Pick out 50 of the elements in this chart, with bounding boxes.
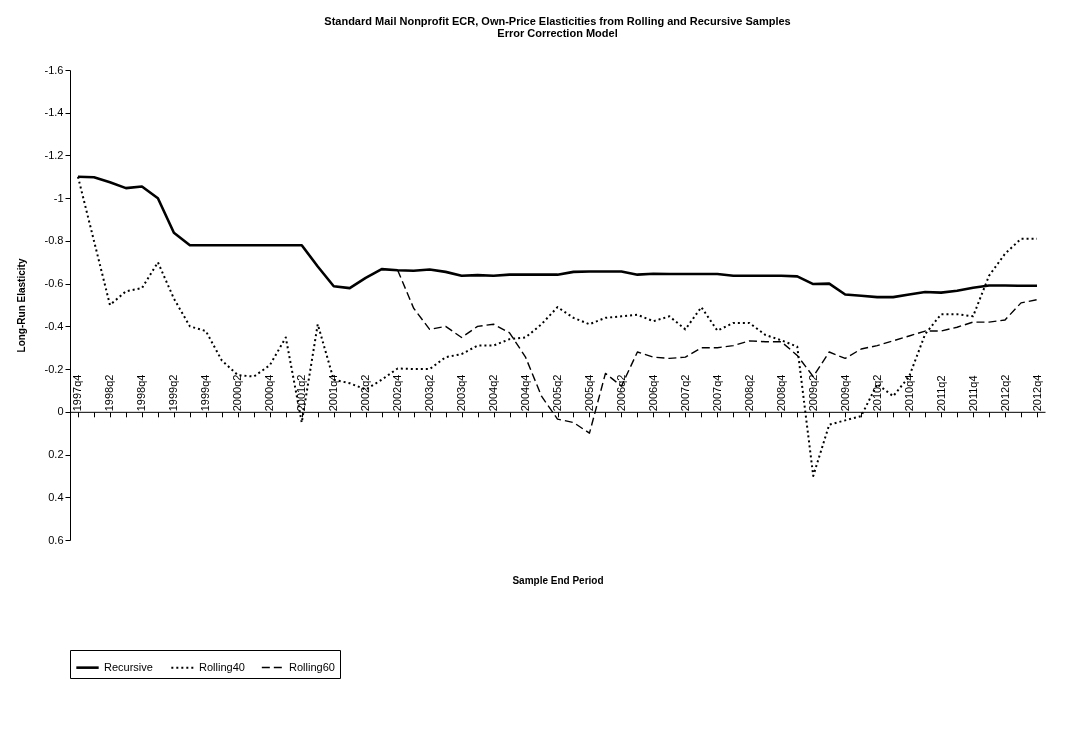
x-tick-label: 2012q2 — [998, 374, 1011, 412]
x-tick-label: 2010q2 — [870, 374, 883, 412]
legend-label: Recursive — [104, 660, 153, 673]
y-tick-label: -0.4 — [44, 319, 64, 332]
x-axis-title: Sample End Period — [512, 574, 604, 586]
x-tick-label: 2005q2 — [551, 374, 563, 412]
x-tick-label: 1999q2 — [167, 374, 180, 412]
y-tick-label: -0.6 — [44, 277, 64, 290]
x-tick-label: 2011q2 — [934, 375, 947, 412]
y-tick-label: 0.2 — [48, 448, 64, 461]
x-tick-label: 2002q4 — [391, 374, 404, 412]
x-tick-label: 2012q4 — [1030, 374, 1043, 412]
x-tick-label: 2007q4 — [710, 374, 723, 412]
x-tick-label: 2011q4 — [966, 375, 979, 412]
x-tick-label: 2009q2 — [806, 374, 819, 412]
x-tick-label: 1997q4 — [71, 374, 84, 412]
y-tick-label: -1.6 — [44, 63, 64, 76]
chart-title: Standard Mail Nonprofit ECR, Own-Price Elasticities from Rolling and Recursive Samples — [324, 15, 791, 27]
x-tick-label: 2009q4 — [838, 374, 851, 412]
y-axis-title: Long-Run Elasticity — [15, 258, 27, 353]
y-tick-label: 0.6 — [48, 533, 64, 546]
y-tick-label: -0.8 — [44, 234, 64, 247]
x-tick-label: 2001q4 — [327, 374, 340, 412]
x-tick-label: 2004q2 — [487, 374, 500, 412]
x-tick-label: 2005q4 — [582, 374, 595, 412]
legend-label: Rolling60 — [289, 660, 335, 673]
x-tick-label: 2001q2 — [295, 374, 308, 412]
x-tick-label: 1999q4 — [199, 374, 212, 412]
y-tick-label: -1.2 — [44, 148, 64, 161]
x-tick-label: 2000q4 — [263, 374, 276, 412]
x-tick-label: 2006q2 — [614, 374, 627, 412]
x-tick-label: 2007q2 — [678, 374, 691, 412]
chart-subtitle: Error Correction Model — [497, 27, 618, 39]
x-tick-label: 2003q4 — [455, 374, 468, 412]
legend-label: Rolling40 — [199, 660, 245, 673]
x-tick-label: 2004q4 — [519, 374, 532, 412]
y-tick-label: 0.4 — [48, 490, 64, 503]
x-tick-label: 2008q2 — [742, 374, 755, 412]
x-tick-label: 1998q4 — [135, 374, 148, 412]
x-tick-label: 1998q2 — [103, 374, 116, 412]
x-tick-label: 2002q2 — [359, 374, 372, 412]
x-tick-label: 2008q4 — [774, 374, 787, 412]
x-tick-label: 2003q2 — [423, 374, 436, 412]
x-tick-label: 2000q2 — [231, 374, 244, 412]
y-tick-label: -1 — [53, 191, 64, 204]
y-tick-label: 0 — [57, 405, 64, 418]
x-tick-label: 2010q4 — [902, 374, 915, 412]
x-tick-label: 2006q4 — [646, 374, 659, 412]
y-tick-label: -1.4 — [44, 106, 64, 119]
y-tick-label: -0.2 — [44, 362, 64, 375]
